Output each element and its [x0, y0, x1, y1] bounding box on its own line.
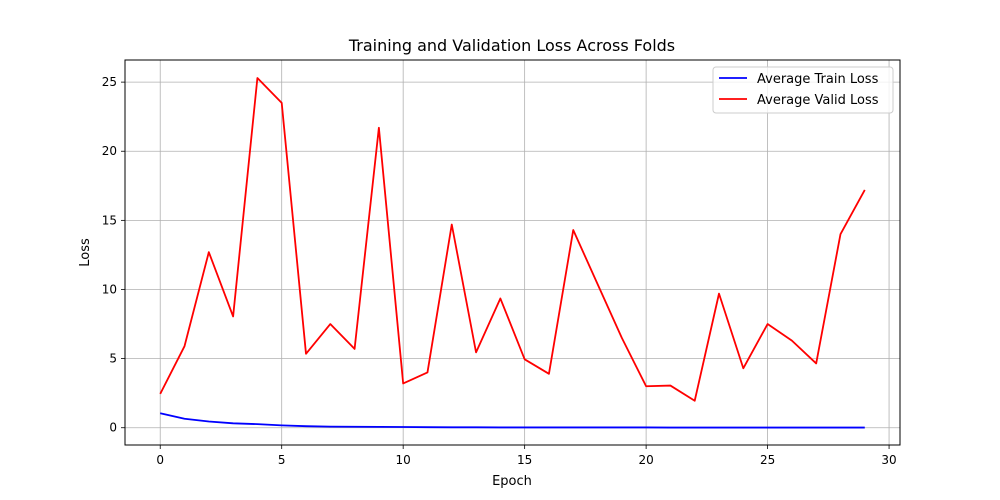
plot-frame	[124, 59, 901, 446]
x-tick-label: 25	[760, 453, 775, 467]
x-tick-label: 15	[517, 453, 532, 467]
legend-label-valid: Average Valid Loss	[757, 93, 879, 108]
axis-ticks: 0 5 10 15 20 25 30 0 5 10 15 20 25	[102, 75, 897, 467]
x-axis-label: Epoch	[492, 474, 532, 489]
y-tick-label: 0	[109, 421, 117, 435]
y-tick-label: 5	[109, 352, 117, 366]
x-tick-label: 10	[396, 453, 411, 467]
series-lines	[159, 77, 866, 429]
y-tick-label: 20	[102, 144, 117, 158]
y-tick-label: 25	[102, 75, 117, 89]
train-loss-line	[160, 412, 865, 429]
legend-label-train: Average Train Loss	[757, 72, 879, 87]
legend-box	[712, 66, 894, 114]
valid-loss-line	[159, 77, 866, 402]
y-tick-label: 10	[102, 282, 117, 296]
chart-title: Training and Validation Loss Across Fold…	[348, 36, 675, 55]
legend: Average Train Loss Average Valid Loss	[712, 66, 894, 114]
grid-lines	[125, 60, 900, 445]
y-axis-label: Loss	[78, 238, 93, 267]
x-tick-label: 5	[278, 453, 286, 467]
y-tick-label: 15	[102, 213, 117, 227]
x-tick-label: 30	[881, 453, 896, 467]
x-tick-label: 20	[638, 453, 653, 467]
x-tick-label: 0	[156, 453, 164, 467]
